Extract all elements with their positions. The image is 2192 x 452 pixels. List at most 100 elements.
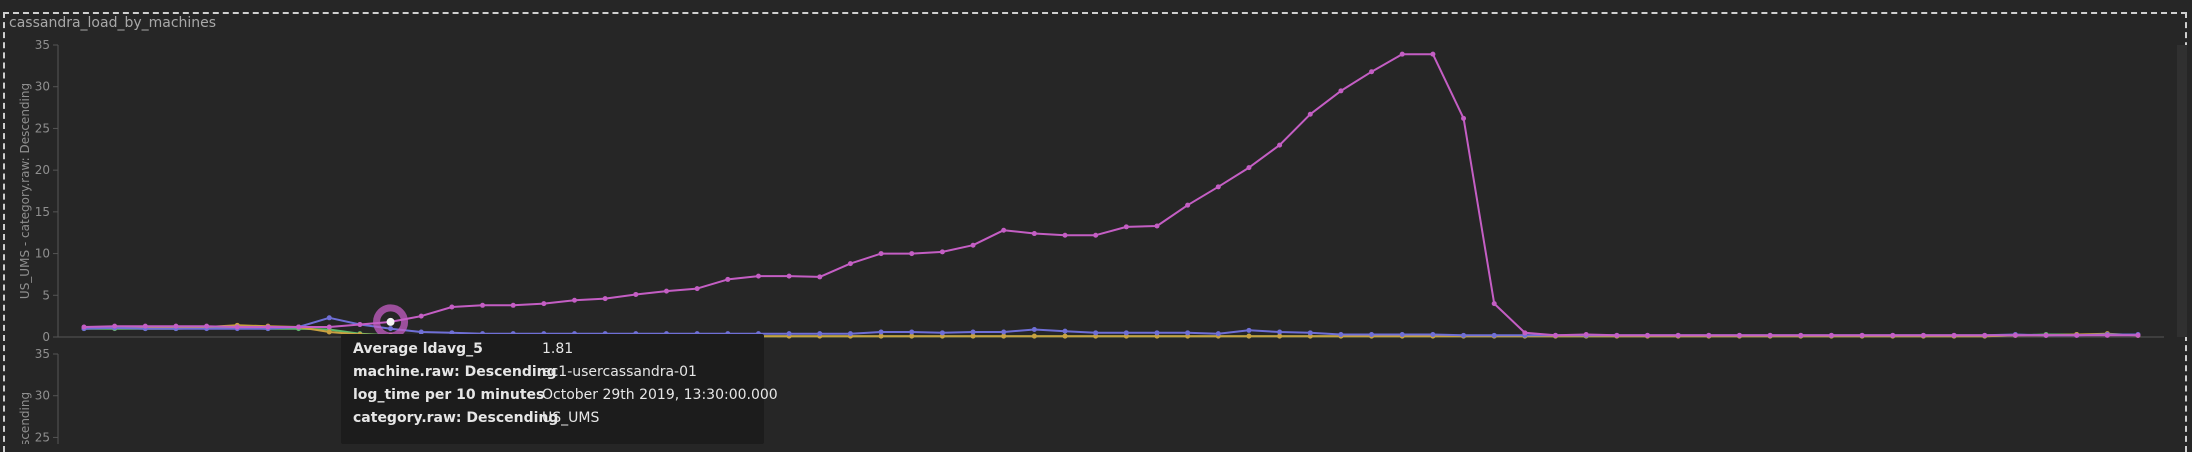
data-point[interactable] — [1890, 332, 1896, 338]
data-point[interactable] — [633, 291, 639, 297]
data-point[interactable] — [1491, 332, 1497, 338]
data-point[interactable] — [1461, 115, 1467, 121]
data-point[interactable] — [326, 329, 332, 335]
data-point[interactable] — [480, 302, 486, 308]
data-point[interactable] — [572, 297, 578, 303]
data-point[interactable] — [510, 302, 516, 308]
data-point[interactable] — [970, 333, 976, 339]
data-point[interactable] — [173, 323, 179, 329]
data-point[interactable] — [1277, 142, 1283, 148]
data-point[interactable] — [1553, 332, 1559, 338]
data-point[interactable] — [2074, 332, 2080, 338]
data-point[interactable] — [1277, 329, 1283, 335]
data-point[interactable] — [878, 251, 884, 257]
data-point[interactable] — [234, 324, 240, 330]
data-point[interactable] — [1062, 232, 1068, 238]
data-point[interactable] — [970, 242, 976, 248]
highlight-point[interactable] — [386, 317, 395, 326]
data-point[interactable] — [1430, 331, 1436, 337]
data-point[interactable] — [1461, 332, 1467, 338]
data-point[interactable] — [2135, 332, 2141, 338]
data-point[interactable] — [388, 326, 394, 332]
data-point[interactable] — [1399, 51, 1405, 57]
data-point[interactable] — [1644, 332, 1650, 338]
data-point[interactable] — [1031, 231, 1037, 237]
data-point[interactable] — [847, 331, 853, 337]
data-point[interactable] — [1185, 202, 1191, 208]
data-point[interactable] — [1062, 328, 1068, 334]
data-point[interactable] — [694, 286, 700, 292]
data-point[interactable] — [817, 331, 823, 337]
data-point[interactable] — [326, 315, 332, 321]
data-point[interactable] — [909, 329, 915, 335]
data-point[interactable] — [265, 324, 271, 330]
data-point[interactable] — [1215, 331, 1221, 337]
data-point[interactable] — [204, 323, 210, 329]
data-point[interactable] — [1246, 165, 1252, 171]
data-point[interactable] — [296, 324, 302, 330]
data-point[interactable] — [1001, 227, 1007, 233]
data-point[interactable] — [1031, 333, 1037, 339]
chart-scrollbar[interactable] — [2177, 45, 2187, 337]
data-point[interactable] — [878, 333, 884, 339]
data-point[interactable] — [602, 296, 608, 302]
data-point[interactable] — [1123, 224, 1129, 230]
data-point[interactable] — [142, 323, 148, 329]
data-point[interactable] — [326, 324, 332, 330]
data-point[interactable] — [1982, 332, 1988, 338]
data-point[interactable] — [1185, 330, 1191, 336]
data-point[interactable] — [909, 333, 915, 339]
data-point[interactable] — [847, 261, 853, 267]
data-point[interactable] — [1001, 329, 1007, 335]
data-point[interactable] — [1123, 330, 1129, 336]
data-point[interactable] — [357, 321, 363, 327]
data-point[interactable] — [112, 323, 118, 329]
data-point[interactable] — [1767, 332, 1773, 338]
data-point[interactable] — [1828, 332, 1834, 338]
data-point[interactable] — [1706, 332, 1712, 338]
data-point[interactable] — [541, 301, 547, 307]
data-point[interactable] — [1215, 184, 1221, 190]
data-point[interactable] — [1430, 51, 1436, 57]
data-point[interactable] — [1062, 333, 1068, 339]
data-point[interactable] — [418, 329, 424, 335]
data-point[interactable] — [1951, 332, 1957, 338]
data-point[interactable] — [1583, 331, 1589, 337]
data-point[interactable] — [878, 329, 884, 335]
data-point[interactable] — [1338, 88, 1344, 94]
data-point[interactable] — [1859, 332, 1865, 338]
data-point[interactable] — [1614, 332, 1620, 338]
data-point[interactable] — [81, 324, 87, 330]
data-point[interactable] — [1736, 332, 1742, 338]
data-point[interactable] — [1369, 331, 1375, 337]
data-point[interactable] — [1491, 301, 1497, 307]
data-point[interactable] — [1093, 330, 1099, 336]
data-point[interactable] — [1154, 223, 1160, 229]
data-point[interactable] — [1798, 332, 1804, 338]
data-point[interactable] — [2043, 332, 2049, 338]
data-point[interactable] — [1154, 330, 1160, 336]
data-point[interactable] — [817, 274, 823, 280]
data-point[interactable] — [786, 273, 792, 279]
data-point[interactable] — [1093, 232, 1099, 238]
data-point[interactable] — [939, 330, 945, 336]
data-point[interactable] — [1920, 332, 1926, 338]
data-point[interactable] — [1246, 333, 1252, 339]
data-point[interactable] — [786, 331, 792, 337]
data-point[interactable] — [1338, 331, 1344, 337]
data-point[interactable] — [755, 273, 761, 279]
data-point[interactable] — [1307, 330, 1313, 336]
data-point[interactable] — [1246, 327, 1252, 333]
data-point[interactable] — [725, 276, 731, 282]
data-point[interactable] — [1399, 331, 1405, 337]
data-point[interactable] — [1031, 326, 1037, 332]
data-point[interactable] — [1522, 330, 1528, 336]
data-point[interactable] — [909, 251, 915, 257]
data-point[interactable] — [2104, 332, 2110, 338]
data-point[interactable] — [2012, 332, 2018, 338]
data-point[interactable] — [449, 304, 455, 310]
data-point[interactable] — [1001, 333, 1007, 339]
data-point[interactable] — [1675, 332, 1681, 338]
data-point[interactable] — [970, 329, 976, 335]
